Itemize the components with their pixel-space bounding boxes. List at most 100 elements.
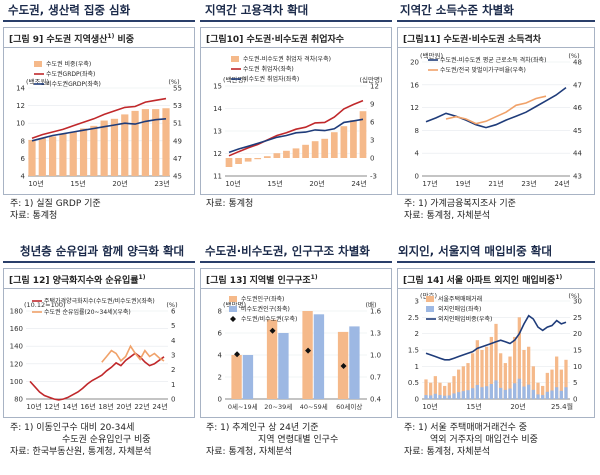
- bar: [513, 383, 517, 399]
- right-axis-unit: (십만명): [359, 75, 382, 84]
- x-tick-label: 24년: [152, 402, 167, 411]
- bar: [302, 144, 309, 158]
- bar: [545, 372, 549, 399]
- legend-label: 수도권인구(좌축): [241, 295, 284, 303]
- x-tick-label: 12년: [44, 402, 59, 411]
- bar: [564, 387, 568, 399]
- x-tick-label: 10년: [28, 179, 43, 188]
- y-tick-label-left: 8: [218, 308, 222, 316]
- y-tick-label-left: 14: [16, 85, 25, 93]
- legend-swatch: [230, 316, 236, 322]
- y-tick-label-left: 120: [10, 360, 23, 368]
- right-axis-unit: (%): [168, 78, 179, 86]
- y-tick-label-right: 5: [171, 322, 175, 330]
- bar: [471, 388, 475, 399]
- legend-label: 외지인매입(좌축): [438, 305, 481, 313]
- y-tick-label-left: 13: [213, 128, 222, 136]
- bar: [283, 150, 290, 158]
- bar: [266, 319, 278, 399]
- chart-panel-4: [그림 12] 양극화지수와 순유입률1) (10.12=100) (%) 80 10…: [3, 268, 195, 418]
- legend-swatch: [426, 306, 434, 312]
- chart-14: (만호)(%)00.511.522.5305101520253010년15년20…: [408, 291, 582, 411]
- y-tick-label-left: 4: [415, 150, 420, 158]
- bar: [461, 391, 465, 399]
- legend-swatch: [34, 61, 42, 67]
- section-heading: 수도권, 생산력 집중 심화: [8, 3, 131, 17]
- section-heading: 청년층 순유입과 함께 양극화 확대: [20, 244, 185, 258]
- x-tick-label: 17년: [422, 179, 437, 188]
- bar: [508, 388, 512, 399]
- legend-label: 수도권 비중(우축): [46, 60, 91, 68]
- y-tick-label-left: 160: [10, 325, 23, 333]
- panel-title: [그림 14] 서울 아파트 외지인 매입비중1): [398, 269, 594, 289]
- series-line: [425, 314, 567, 361]
- bar: [273, 153, 281, 158]
- x-tick-label: 15년: [466, 402, 481, 411]
- bar: [433, 376, 437, 399]
- y-tick-label-right: 5: [573, 379, 577, 387]
- bar: [541, 385, 545, 399]
- series-line: [31, 118, 167, 142]
- y-tick-label-left: 180: [10, 308, 23, 316]
- y-tick-label-right: 3: [171, 352, 175, 360]
- note-block: 주: 1) 서울 주택매매거래건수 중 역외 거주자의 매입건수 비중 자료: 통계…: [404, 423, 538, 457]
- y-tick-label-left: 16: [410, 81, 419, 89]
- bar: [555, 387, 559, 399]
- bar: [457, 369, 461, 399]
- y-tick-label-left: 14: [213, 105, 222, 113]
- bar: [527, 384, 531, 399]
- series-line: [228, 99, 364, 157]
- y-tick-label-left: 12: [16, 102, 25, 110]
- note-block: 주: 1) 이동인구수 대비 20-34세 수도권 순유입인구 비중 자료: 한국부…: [10, 423, 152, 457]
- x-tick-label: 20년: [309, 179, 324, 188]
- x-tick-label: 24년: [351, 179, 366, 188]
- bar: [242, 355, 254, 399]
- legend-swatch: [229, 306, 237, 312]
- bar: [489, 336, 493, 399]
- y-tick-label-right: -3: [370, 173, 377, 181]
- y-tick-label-left: 80: [14, 396, 23, 404]
- bar: [424, 395, 428, 399]
- bar: [278, 333, 289, 399]
- bar: [522, 350, 526, 399]
- diamond-marker: [305, 347, 312, 354]
- bar: [292, 148, 300, 158]
- y-tick-label-right: 43: [573, 173, 582, 181]
- x-tick-label: 20년: [112, 179, 127, 188]
- y-tick-label-right: 48: [573, 59, 582, 67]
- bar: [527, 346, 531, 399]
- y-tick-label-left: 100: [10, 378, 23, 386]
- heading-rule: [3, 20, 195, 22]
- bar: [38, 138, 46, 176]
- y-tick-label-right: 51: [173, 120, 182, 128]
- chart-panel-1: [그림 9] 수도권 지역생산1) 비중 (백조원) (%) 4 6 8 10 12 14 45…: [3, 27, 195, 195]
- y-tick-label-right: 0: [573, 396, 577, 404]
- y-tick-label-left: 10: [16, 120, 25, 128]
- bar: [141, 109, 149, 176]
- y-tick-label-left: 8: [21, 137, 25, 145]
- y-tick-label-right: 49: [173, 137, 182, 145]
- section-heading: 외지인, 서울지역 매입비중 확대: [398, 244, 552, 258]
- bar: [59, 133, 67, 176]
- bar: [508, 356, 512, 399]
- bar: [503, 389, 507, 399]
- bar: [313, 314, 325, 399]
- heading-rule: [200, 20, 392, 22]
- y-tick-label-right: 0.4: [370, 396, 382, 404]
- x-tick-label: 24년: [554, 179, 569, 188]
- y-tick-label-right: 1: [171, 381, 175, 389]
- y-tick-label-left: 1: [415, 363, 419, 371]
- legend-label: 외지인매입비중(우축): [438, 315, 492, 323]
- y-tick-label-left: 0: [218, 396, 222, 404]
- legend-label: 비수도권 취업자(좌축): [243, 75, 299, 83]
- bar: [263, 156, 271, 158]
- legend-label: 수도권/비수도권(우축): [241, 315, 297, 323]
- left-axis-unit: (10.12=100): [24, 301, 66, 309]
- bar: [466, 363, 470, 399]
- x-tick-label: 20~39세: [264, 402, 292, 411]
- legend-label: 비수도권GRDP(좌축): [46, 80, 101, 88]
- y-tick-label-right: 0: [171, 396, 175, 404]
- bar: [349, 326, 360, 399]
